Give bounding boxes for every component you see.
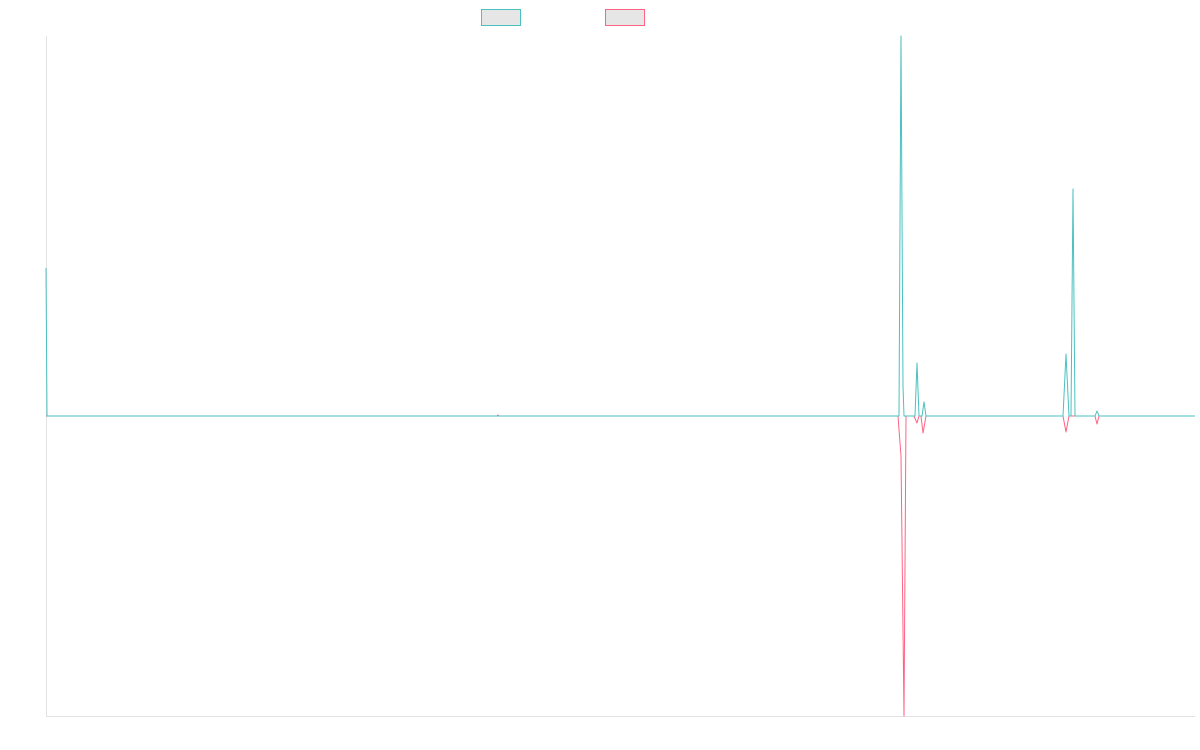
legend-swatch-series-1[interactable]	[481, 9, 521, 26]
series-1-line	[45, 35, 1195, 417]
plot-area	[45, 35, 1195, 717]
series-2-line	[46, 414, 1195, 717]
legend	[481, 9, 645, 26]
legend-swatch-series-2[interactable]	[605, 9, 645, 26]
